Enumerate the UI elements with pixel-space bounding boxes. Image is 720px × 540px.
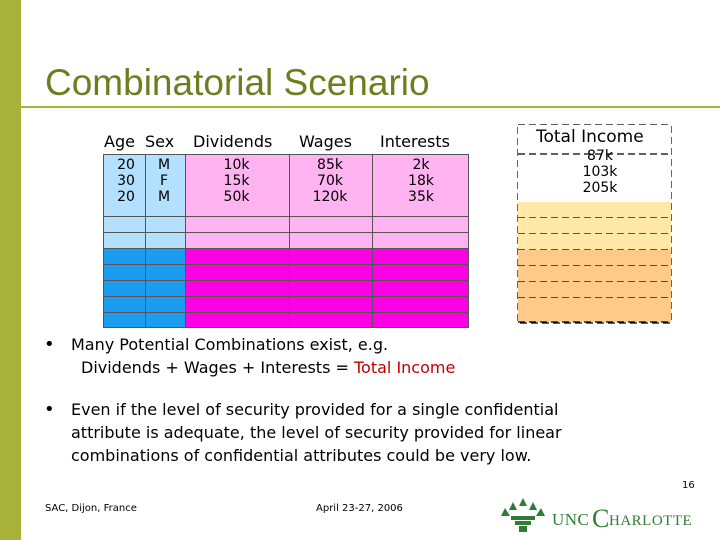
cell-interests-3: 35k <box>408 189 434 205</box>
total-income-column <box>517 124 672 324</box>
total-income-row <box>518 282 671 298</box>
table-cell <box>372 264 469 281</box>
header-age: Age <box>104 132 135 151</box>
total-income-row <box>518 250 671 266</box>
cell-dividends-2: 15k <box>223 173 250 189</box>
table-cell <box>185 126 290 155</box>
table-cell <box>289 264 373 281</box>
bullet-1-line2: Dividends + Wages + Interests = Total In… <box>71 356 455 379</box>
unc-charlotte-logo: UNC C HARLOTTE <box>501 498 692 533</box>
table-cell <box>103 264 146 281</box>
bullet-dot-icon: • <box>44 334 55 355</box>
cell-sex-1: M <box>157 157 171 173</box>
header-sex: Sex <box>145 132 175 151</box>
table-cell <box>185 248 290 265</box>
cell-wages-3: 120k <box>312 189 348 205</box>
table-cell <box>185 232 290 249</box>
bullet-2: • Even if the level of security provided… <box>44 398 562 467</box>
total-income-values: 87k 103k 205k <box>560 148 640 196</box>
table-cell <box>103 312 146 328</box>
footer-date: April 23-27, 2006 <box>316 503 403 514</box>
table-cell <box>145 216 186 233</box>
header-dividends: Dividends <box>193 132 273 151</box>
bullet-2-line3: combinations of confidential attributes … <box>71 446 532 465</box>
header-interests: Interests <box>380 132 450 151</box>
cell-wages-2: 70k <box>317 173 343 189</box>
total-income-2: 103k <box>582 164 618 180</box>
cell-interests-1: 2k <box>412 157 430 173</box>
table-cell <box>103 248 146 265</box>
table-cell <box>145 248 186 265</box>
table-cell <box>145 126 186 155</box>
page-number: 16 <box>682 480 695 491</box>
total-income-row <box>518 218 671 234</box>
svg-text:C: C <box>592 504 609 533</box>
table-cell <box>103 232 146 249</box>
cell-dividends-1: 10k <box>223 157 250 173</box>
total-income-row <box>518 202 671 218</box>
cell-age-2: 30 <box>117 173 135 189</box>
table-cell <box>289 296 373 313</box>
table-cell <box>289 216 373 233</box>
total-income-3: 205k <box>582 180 618 196</box>
table-cell <box>372 248 469 265</box>
total-income-row <box>518 125 671 202</box>
total-income-label: Total Income <box>536 127 644 147</box>
table-cell <box>145 232 186 249</box>
svg-text:UNC: UNC <box>552 510 589 529</box>
table-cell <box>372 312 469 328</box>
total-income-row <box>518 298 671 322</box>
table-cell <box>145 280 186 297</box>
sidebar-accent <box>0 0 21 540</box>
table-cell <box>289 232 373 249</box>
table-cell <box>145 312 186 328</box>
total-income-row <box>518 266 671 282</box>
cell-interests-2: 18k <box>408 173 434 189</box>
table-cell <box>372 216 469 233</box>
table-cell <box>185 312 290 328</box>
table-cell <box>185 216 290 233</box>
table-cell <box>289 312 373 328</box>
bullet-2-line2: attribute is adequate, the level of secu… <box>71 423 562 442</box>
total-income-row <box>518 234 671 250</box>
table-cell <box>372 296 469 313</box>
bullet-1-total-income: Total Income <box>353 358 456 377</box>
bullet-2-line1: Even if the level of security provided f… <box>71 400 559 419</box>
table-cell <box>103 126 146 155</box>
table-cell <box>372 280 469 297</box>
header-wages: Wages <box>299 132 352 151</box>
table-cell <box>103 216 146 233</box>
title-rule <box>21 106 720 108</box>
total-income-1: 87k <box>587 148 613 164</box>
table-cell <box>185 280 290 297</box>
table-cell <box>289 248 373 265</box>
table-cell <box>145 264 186 281</box>
footer-location: SAC, Dijon, France <box>45 503 137 514</box>
cell-sex-3: M <box>157 189 171 205</box>
table-cell <box>372 154 469 217</box>
bullet-1: • Many Potential Combinations exist, e.g… <box>44 333 455 379</box>
table-cell <box>185 264 290 281</box>
table-cell <box>372 232 469 249</box>
cell-age-1: 20 <box>117 157 135 173</box>
table-cell <box>185 296 290 313</box>
bullet-dot-icon: • <box>44 399 55 420</box>
table-cell <box>289 126 373 155</box>
cell-wages-1: 85k <box>317 157 343 173</box>
page-title: Combinatorial Scenario <box>45 62 430 103</box>
table-cell <box>145 296 186 313</box>
svg-text:HARLOTTE: HARLOTTE <box>609 513 692 529</box>
table-cell <box>103 280 146 297</box>
cell-dividends-3: 50k <box>223 189 250 205</box>
table-cell <box>103 296 146 313</box>
bullet-1-line1: Many Potential Combinations exist, e.g. <box>71 335 389 354</box>
table-cell <box>289 280 373 297</box>
bullet-1-equation: Dividends + Wages + Interests = <box>81 358 354 377</box>
cell-age-3: 20 <box>117 189 135 205</box>
table-cell <box>372 126 469 155</box>
cell-sex-2: F <box>159 173 169 189</box>
